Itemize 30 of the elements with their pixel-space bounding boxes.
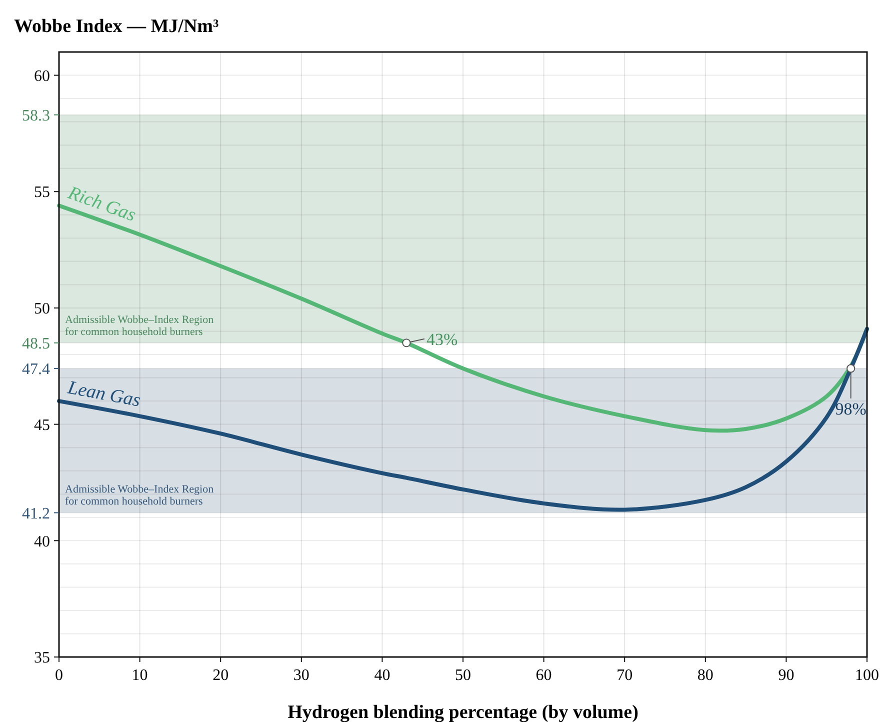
x-tick-label: 40 xyxy=(374,667,390,684)
annotation: 43% xyxy=(426,330,458,349)
text: Rich Gas xyxy=(64,182,138,226)
y-tick-label: 45 xyxy=(34,416,50,434)
y-tick-label: 48.5 xyxy=(22,335,50,352)
y-tick-label: 60 xyxy=(34,68,50,85)
x-tick-label: 20 xyxy=(212,667,229,684)
annotation: 98% xyxy=(835,399,866,418)
band-label: Admissible Wobbe–Index Region for common household burners xyxy=(65,484,214,508)
y-tick-label: 35 xyxy=(34,650,50,667)
x-tick-label: 30 xyxy=(293,667,310,684)
x-tick-label: 90 xyxy=(778,667,794,684)
x-tick-label: 70 xyxy=(616,667,633,684)
y-tick-label: 47.4 xyxy=(22,361,50,378)
chart-title: Wobbe Index — MJ/Nm³ xyxy=(14,16,219,37)
line-series xyxy=(57,326,869,512)
x-tick-label: 0 xyxy=(55,667,63,684)
x-tick-label: 80 xyxy=(697,667,714,684)
x-tick-label: 100 xyxy=(855,667,879,684)
y-tick-label: 58.3 xyxy=(22,107,50,124)
y-tick-label: 40 xyxy=(34,533,50,550)
x-tick-label: 50 xyxy=(455,667,471,684)
y-tick-label: 55 xyxy=(34,184,50,202)
band-label: Admissible Wobbe–Index Region for common household burners xyxy=(65,314,214,338)
x-tick-label: 10 xyxy=(132,667,148,684)
x-axis-title: Hydrogen blending percentage (by volume) xyxy=(288,702,638,722)
x-tick-label: 60 xyxy=(536,667,552,684)
y-tick-label: 50 xyxy=(34,300,50,318)
y-tick-label: 41.2 xyxy=(22,505,50,522)
text: Lean Gas xyxy=(65,377,142,412)
